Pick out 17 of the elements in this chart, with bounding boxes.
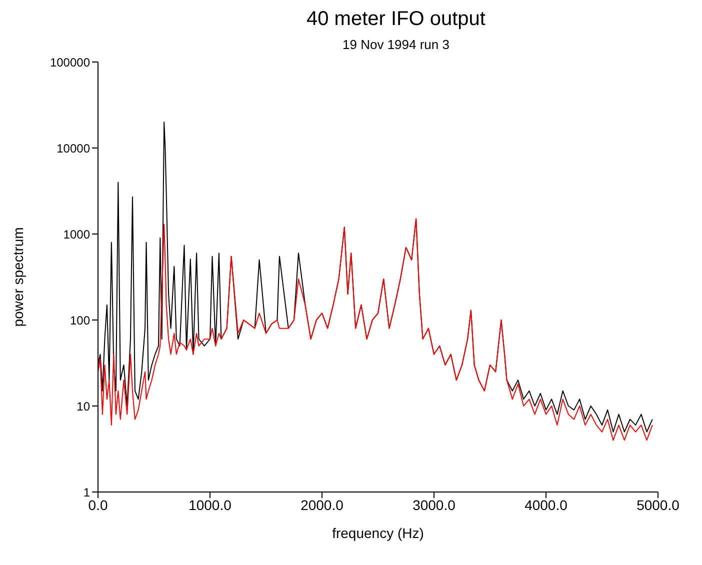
y-tick-label: 1 [83,485,90,500]
y-tick-label: 100000 [50,55,90,70]
x-tick-label: 4000.0 [524,496,568,513]
x-tick-label: 5000.0 [636,496,680,513]
x-tick-label: 3000.0 [412,496,456,513]
y-tick-label: 100 [70,313,90,328]
y-tick-label: 10 [76,399,90,414]
y-tick-label: 1000 [63,227,90,242]
x-axis-title: frequency (Hz) [332,525,424,541]
chart-title: 40 meter IFO output [306,8,486,31]
x-tick-label: 1000.0 [188,496,232,513]
line-series [98,218,653,441]
y-tick-label: 10000 [56,141,90,156]
chart-subtitle: 19 Nov 1994 run 3 [342,37,450,52]
x-tick-label: 2000.0 [300,496,344,513]
y-axis-title: power spectrum [10,227,26,327]
x-tick-label: 0.0 [88,496,108,513]
